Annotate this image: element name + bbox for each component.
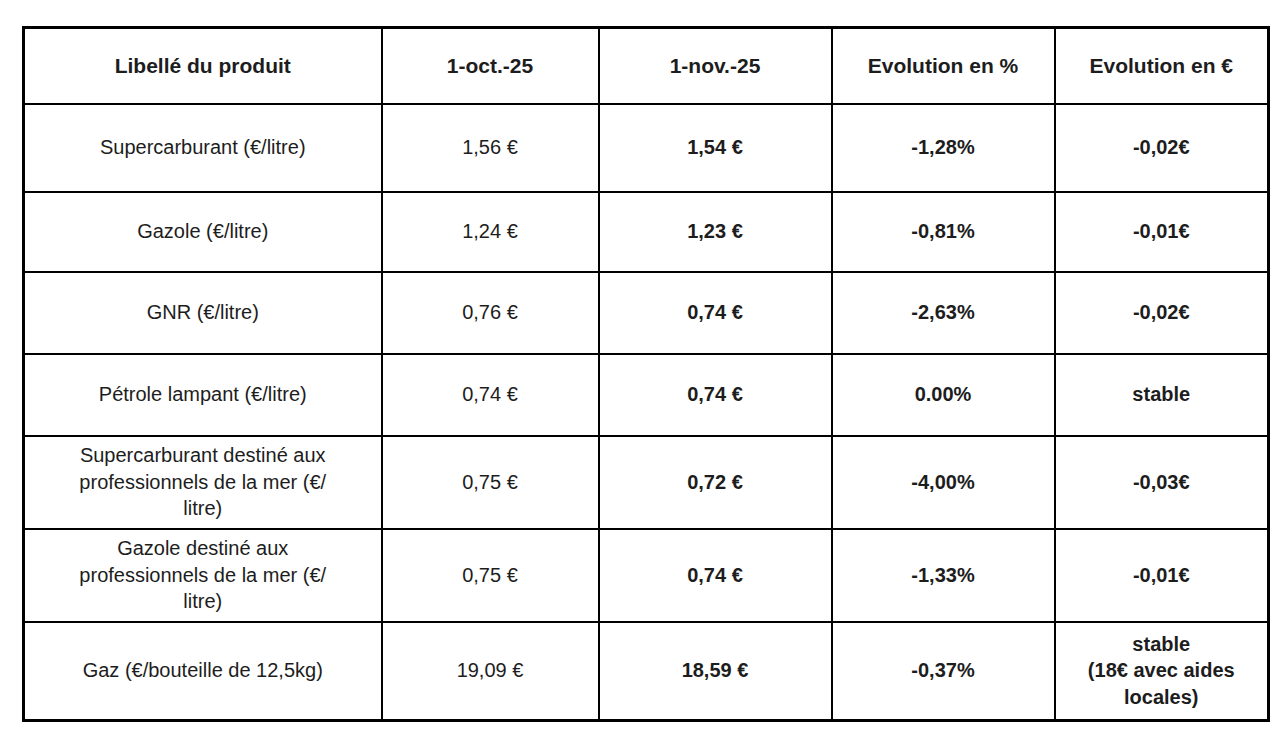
product-label-cell: Gazole (€/litre) — [24, 192, 382, 272]
oct-price-cell: 0,74 € — [382, 354, 599, 436]
evolution-euro-cell: -0,01€ — [1055, 529, 1269, 622]
product-label-cell: Supercarburant destiné aux professionnel… — [24, 436, 382, 529]
nov-price-cell: 1,23 € — [599, 192, 832, 272]
oct-price-cell: 1,56 € — [382, 104, 599, 192]
product-label-cell: Supercarburant (€/litre) — [24, 104, 382, 192]
header-row: Libellé du produit 1-oct.-25 1-nov.-25 E… — [24, 28, 1269, 104]
evolution-percent-cell: -2,63% — [832, 272, 1055, 354]
fuel-price-table: Libellé du produit 1-oct.-25 1-nov.-25 E… — [22, 26, 1270, 722]
table-row-supercarburant: Supercarburant (€/litre) 1,56 € 1,54 € -… — [24, 104, 1269, 192]
evolution-euro-cell: -0,02€ — [1055, 104, 1269, 192]
table-row-supercarburant-mer: Supercarburant destiné aux professionnel… — [24, 436, 1269, 529]
oct-price-cell: 0,75 € — [382, 529, 599, 622]
evolution-percent-cell: 0.00% — [832, 354, 1055, 436]
oct-price-cell: 0,76 € — [382, 272, 599, 354]
nov-price-cell: 1,54 € — [599, 104, 832, 192]
column-header-evolution-percent: Evolution en % — [832, 28, 1055, 104]
nov-price-cell: 0,72 € — [599, 436, 832, 529]
column-header-evolution-euro: Evolution en € — [1055, 28, 1269, 104]
oct-price-cell: 19,09 € — [382, 622, 599, 721]
table-row-gazole-mer: Gazole destiné aux professionnels de la … — [24, 529, 1269, 622]
evolution-euro-cell: stable (18€ avec aides locales) — [1055, 622, 1269, 721]
product-label-cell: GNR (€/litre) — [24, 272, 382, 354]
product-label-cell: Gaz (€/bouteille de 12,5kg) — [24, 622, 382, 721]
evolution-euro-cell: -0,03€ — [1055, 436, 1269, 529]
evolution-euro-cell: -0,02€ — [1055, 272, 1269, 354]
evolution-euro-cell: stable — [1055, 354, 1269, 436]
table-row-gaz: Gaz (€/bouteille de 12,5kg) 19,09 € 18,5… — [24, 622, 1269, 721]
oct-price-cell: 1,24 € — [382, 192, 599, 272]
product-label-cell: Gazole destiné aux professionnels de la … — [24, 529, 382, 622]
product-label-cell: Pétrole lampant (€/litre) — [24, 354, 382, 436]
column-header-oct-date: 1-oct.-25 — [382, 28, 599, 104]
nov-price-cell: 0,74 € — [599, 354, 832, 436]
oct-price-cell: 0,75 € — [382, 436, 599, 529]
nov-price-cell: 18,59 € — [599, 622, 832, 721]
evolution-percent-cell: -0,81% — [832, 192, 1055, 272]
page: Libellé du produit 1-oct.-25 1-nov.-25 E… — [0, 0, 1284, 740]
table-row-gazole: Gazole (€/litre) 1,24 € 1,23 € -0,81% -0… — [24, 192, 1269, 272]
evolution-percent-cell: -1,28% — [832, 104, 1055, 192]
table-row-gnr: GNR (€/litre) 0,76 € 0,74 € -2,63% -0,02… — [24, 272, 1269, 354]
table-row-petrole-lampant: Pétrole lampant (€/litre) 0,74 € 0,74 € … — [24, 354, 1269, 436]
column-header-nov-date: 1-nov.-25 — [599, 28, 832, 104]
column-header-product-label: Libellé du produit — [24, 28, 382, 104]
nov-price-cell: 0,74 € — [599, 529, 832, 622]
evolution-percent-cell: -4,00% — [832, 436, 1055, 529]
evolution-percent-cell: -1,33% — [832, 529, 1055, 622]
evolution-euro-cell: -0,01€ — [1055, 192, 1269, 272]
evolution-percent-cell: -0,37% — [832, 622, 1055, 721]
nov-price-cell: 0,74 € — [599, 272, 832, 354]
